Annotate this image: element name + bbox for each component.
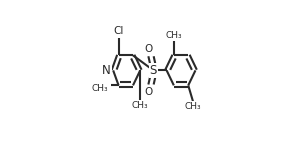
Text: S: S — [150, 64, 157, 77]
Text: CH₃: CH₃ — [165, 31, 182, 40]
Text: O: O — [144, 87, 152, 97]
Text: O: O — [144, 44, 152, 54]
Text: CH₃: CH₃ — [91, 85, 108, 93]
Text: CH₃: CH₃ — [185, 102, 201, 111]
Text: N: N — [102, 64, 111, 77]
Text: Cl: Cl — [113, 26, 124, 36]
Text: CH₃: CH₃ — [132, 101, 148, 110]
